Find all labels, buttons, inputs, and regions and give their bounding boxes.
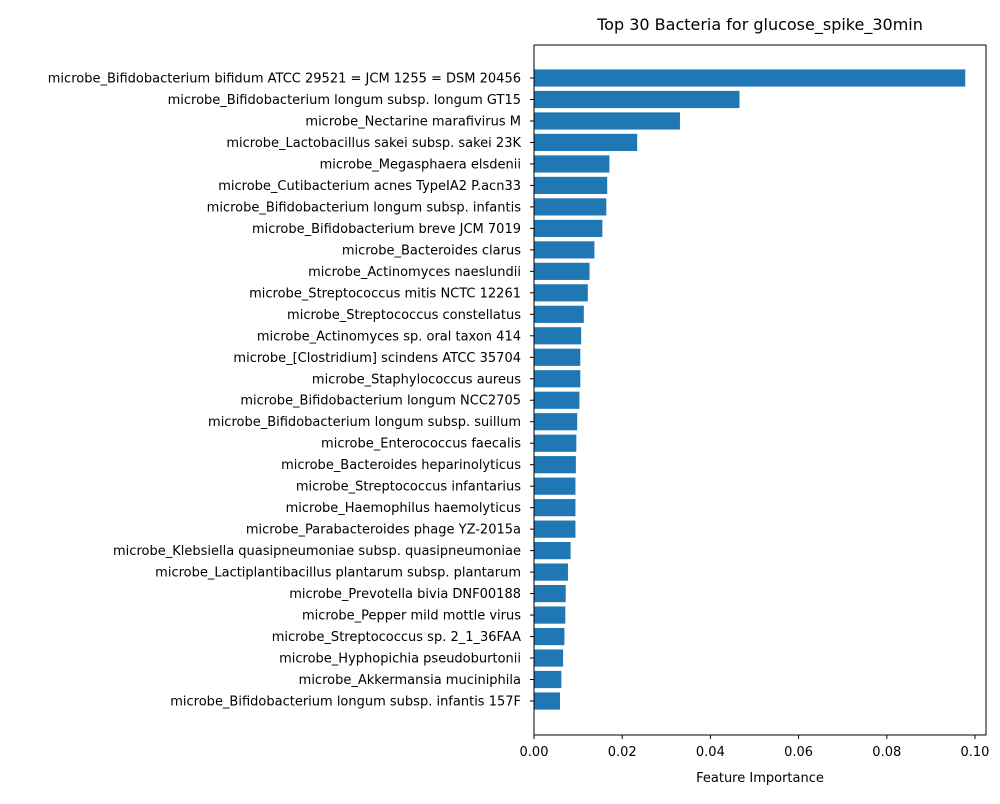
bar xyxy=(534,456,576,474)
y-tick-label: microbe_Streptococcus sp. 2_1_36FAA xyxy=(272,630,521,645)
y-tick-label: microbe_Lactiplantibacillus plantarum su… xyxy=(155,566,521,581)
y-tick-label: microbe_Bifidobacterium longum subsp. su… xyxy=(208,415,521,430)
bars-layer xyxy=(534,69,966,710)
x-axis-label: Feature Importance xyxy=(696,771,824,786)
y-tick-label: microbe_Staphylococcus aureus xyxy=(312,372,521,387)
bar xyxy=(534,413,578,431)
bar xyxy=(534,520,576,538)
y-tick-label: microbe_[Clostridium] scindens ATCC 3570… xyxy=(233,351,521,366)
bar xyxy=(534,327,582,345)
y-tick-label: microbe_Bacteroides heparinolyticus xyxy=(281,458,521,473)
y-tick-label: microbe_Klebsiella quasipneumoniae subsp… xyxy=(113,544,521,559)
y-tick-label: microbe_Bifidobacterium breve JCM 7019 xyxy=(252,222,521,237)
bar xyxy=(534,112,680,130)
x-tick-label: 0.08 xyxy=(872,745,901,760)
bar xyxy=(534,477,576,495)
bar xyxy=(534,434,577,452)
bar xyxy=(534,391,580,409)
bar xyxy=(534,284,588,302)
y-tick-label: microbe_Bifidobacterium longum subsp. in… xyxy=(207,200,522,215)
bar xyxy=(534,262,590,280)
y-tick-label: microbe_Bacteroides clarus xyxy=(342,243,521,258)
y-tick-label: microbe_Bifidobacterium bifidum ATCC 295… xyxy=(48,72,521,87)
bar xyxy=(534,133,638,152)
bar xyxy=(534,563,568,581)
bar xyxy=(534,584,566,603)
y-tick-labels: microbe_Bifidobacterium bifidum ATCC 295… xyxy=(48,72,534,710)
x-tick-label: 0.02 xyxy=(608,745,637,760)
y-tick-label: microbe_Streptococcus infantarius xyxy=(296,480,521,495)
y-tick-label: microbe_Streptococcus mitis NCTC 12261 xyxy=(249,286,521,301)
y-tick-label: microbe_Cutibacterium acnes TypeIA2 P.ac… xyxy=(218,179,521,194)
bar xyxy=(534,348,581,366)
bar xyxy=(534,241,595,259)
bar xyxy=(534,305,584,323)
bar xyxy=(534,370,581,388)
y-tick-label: microbe_Parabacteroides phage YZ-2015a xyxy=(246,523,521,538)
x-ticks: 0.00 0.02 0.04 0.06 0.08 0.10 xyxy=(520,735,989,760)
bar xyxy=(534,499,576,517)
bar xyxy=(534,176,608,195)
y-tick-label: microbe_Nectarine marafivirus M xyxy=(305,114,521,129)
y-tick-label: microbe_Prevotella bivia DNF00188 xyxy=(289,587,521,602)
bar xyxy=(534,606,566,624)
y-tick-label: microbe_Haemophilus haemolyticus xyxy=(286,501,522,516)
bar xyxy=(534,198,607,216)
x-tick-label: 0.06 xyxy=(784,745,813,760)
y-tick-label: microbe_Lactobacillus sakei subsp. sakei… xyxy=(226,136,521,151)
y-tick-label: microbe_Hyphopichia pseudoburtonii xyxy=(279,652,521,667)
y-tick-label: microbe_Bifidobacterium longum subsp. lo… xyxy=(168,93,521,108)
bar xyxy=(534,155,610,173)
y-tick-label: microbe_Bifidobacterium longum subsp. in… xyxy=(170,695,521,710)
bar xyxy=(534,542,571,560)
y-tick-label: microbe_Actinomyces naeslundii xyxy=(308,265,521,280)
x-tick-label: 0.04 xyxy=(696,745,725,760)
y-tick-label: microbe_Megasphaera elsdenii xyxy=(320,157,521,172)
y-tick-label: microbe_Pepper mild mottle virus xyxy=(302,609,521,624)
y-tick-label: microbe_Actinomyces sp. oral taxon 414 xyxy=(257,329,521,344)
bar xyxy=(534,90,740,109)
bar xyxy=(534,219,603,237)
y-tick-label: microbe_Bifidobacterium longum NCC2705 xyxy=(240,394,521,409)
bar xyxy=(534,692,561,710)
bar xyxy=(534,670,562,689)
bar xyxy=(534,649,564,667)
y-tick-label: microbe_Enterococcus faecalis xyxy=(321,437,521,452)
chart-title: Top 30 Bacteria for glucose_spike_30min xyxy=(596,15,923,35)
bar xyxy=(534,627,565,646)
x-tick-label: 0.00 xyxy=(520,745,549,760)
bar xyxy=(534,69,966,87)
x-tick-label: 0.10 xyxy=(960,745,989,760)
axes xyxy=(533,44,987,736)
y-tick-label: microbe_Akkermansia muciniphila xyxy=(299,673,521,688)
plot-frame xyxy=(533,44,987,736)
y-tick-label: microbe_Streptococcus constellatus xyxy=(287,308,521,323)
